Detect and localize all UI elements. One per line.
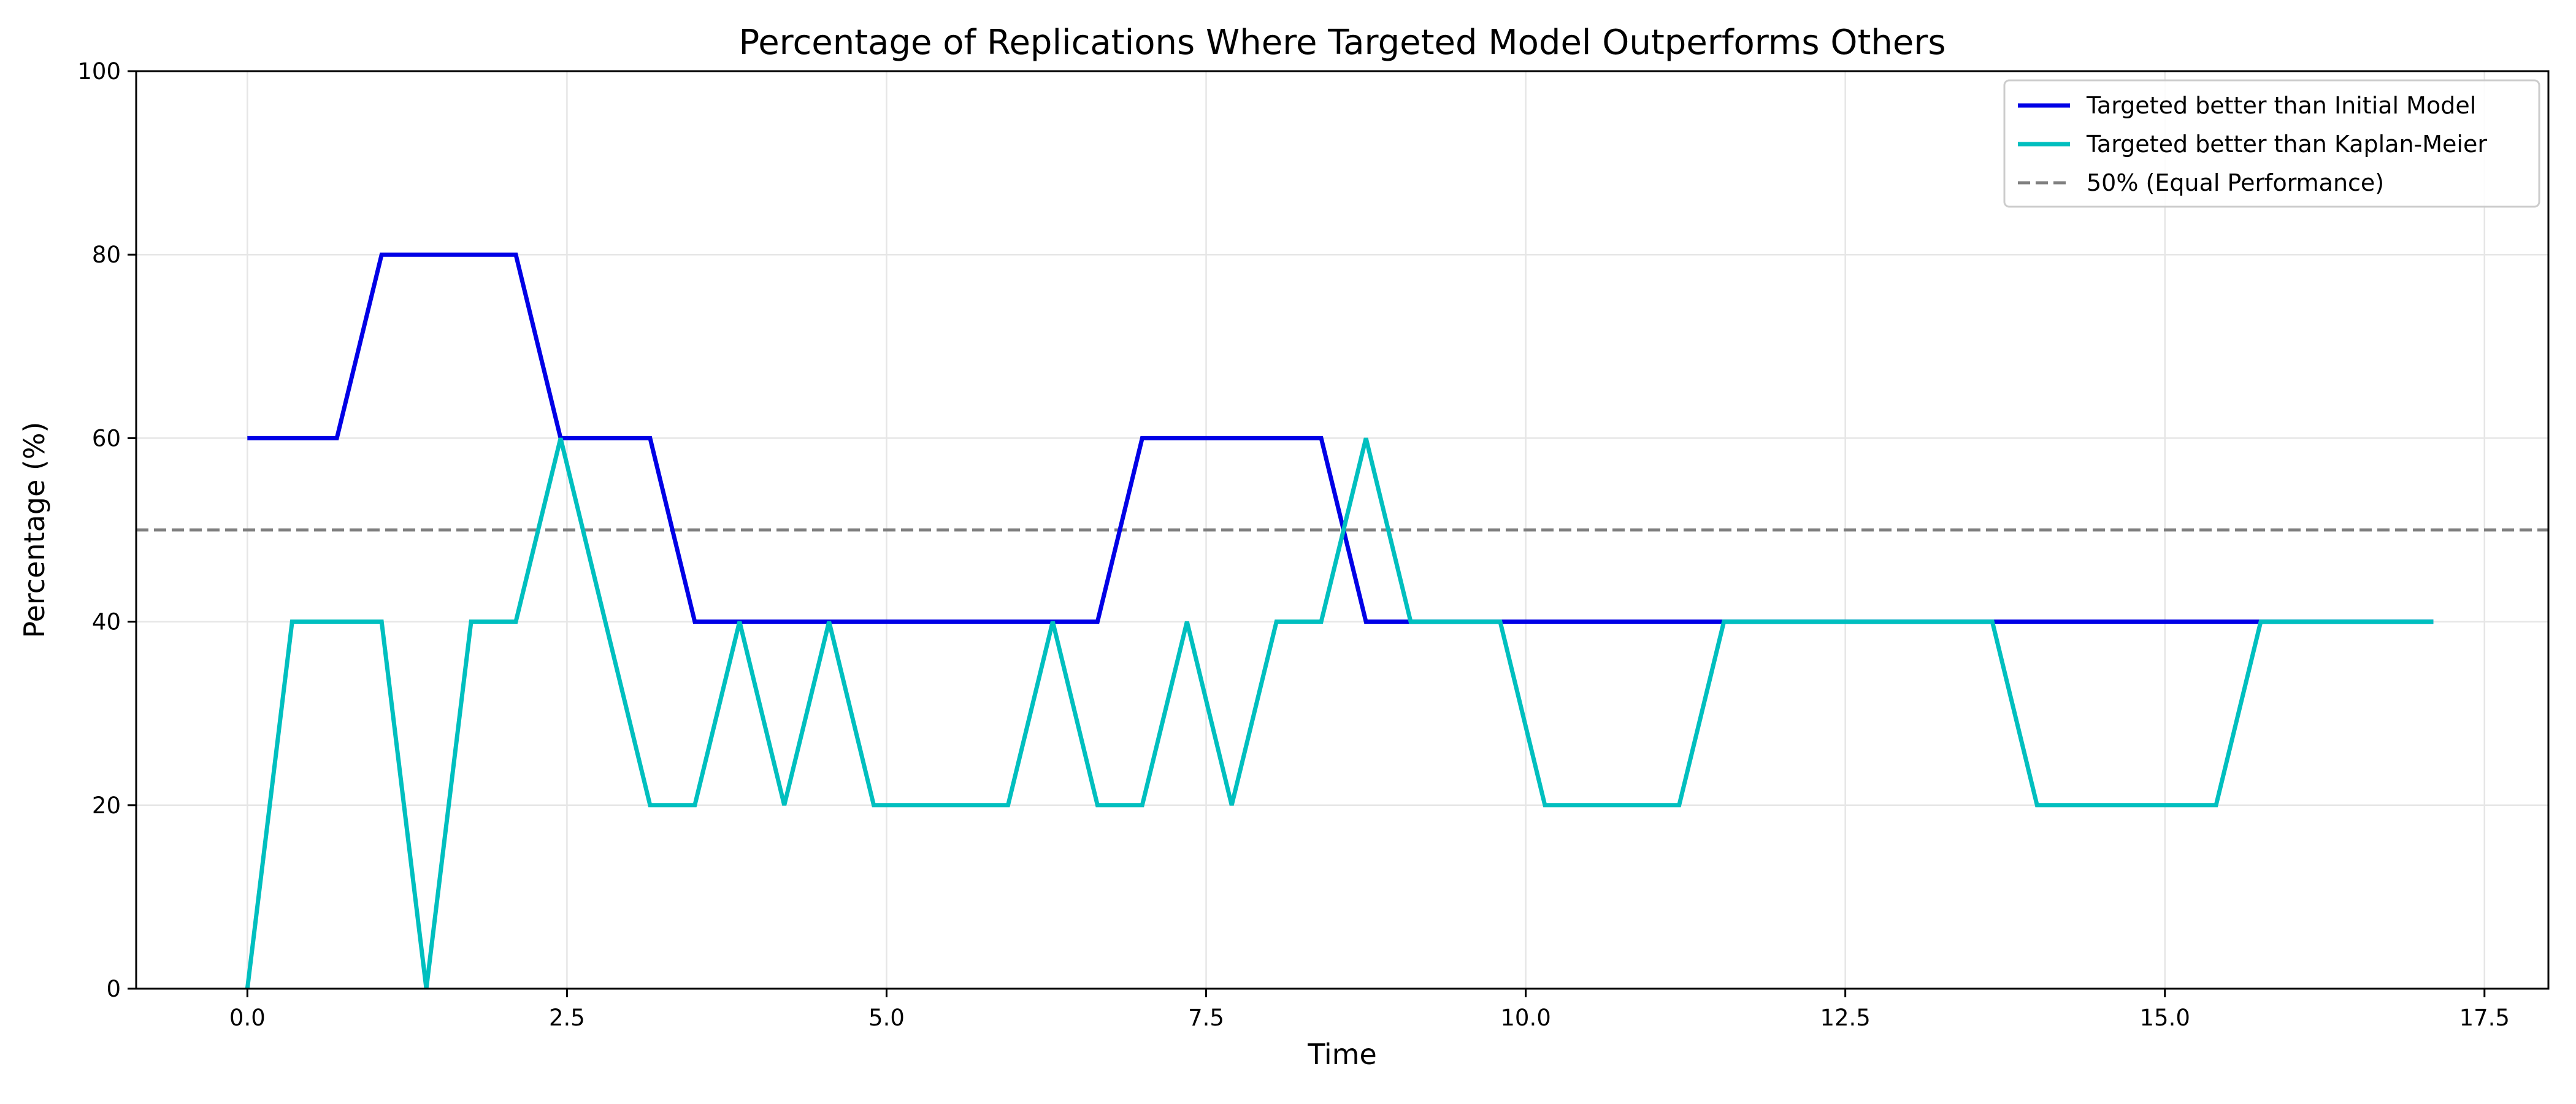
legend-label-3: 50% (Equal Performance) [2087,169,2384,196]
x-tick-label: 5.0 [868,1005,905,1031]
y-tick-label: 0 [106,976,121,1002]
x-tick-label: 2.5 [549,1005,585,1031]
legend-label-2: Targeted better than Kaplan-Meier [2086,131,2487,158]
x-axis-label: Time [1307,1038,1377,1071]
axis-ticks: 0.0 2.5 5.0 7.5 10.0 12.5 15.0 17.5 0 20 40 60 80 100 [77,58,2510,1031]
plot-area [136,252,2548,989]
x-tick-label: 7.5 [1188,1005,1224,1031]
plot-frame [135,70,2550,990]
y-axis-label: Percentage (%) [18,422,51,638]
y-tick-label: 40 [92,609,121,635]
series-line-2 [245,437,2434,989]
x-tick-label: 10.0 [1500,1005,1551,1031]
legend-label-1: Targeted better than Initial Model [2086,92,2476,119]
y-tick-label: 20 [92,792,121,819]
y-tick-label: 60 [92,425,121,451]
legend: Targeted better than Initial Model Target… [2003,79,2540,208]
y-tick-label: 100 [77,58,121,85]
legend-frame [2003,79,2540,208]
chart-title: Percentage of Replications Where Targete… [738,23,1945,63]
x-tick-label: 0.0 [229,1005,266,1031]
x-tick-label: 17.5 [2459,1005,2510,1031]
x-tick-label: 15.0 [2140,1005,2190,1031]
y-tick-label: 80 [92,242,121,268]
x-tick-label: 12.5 [1820,1005,1870,1031]
